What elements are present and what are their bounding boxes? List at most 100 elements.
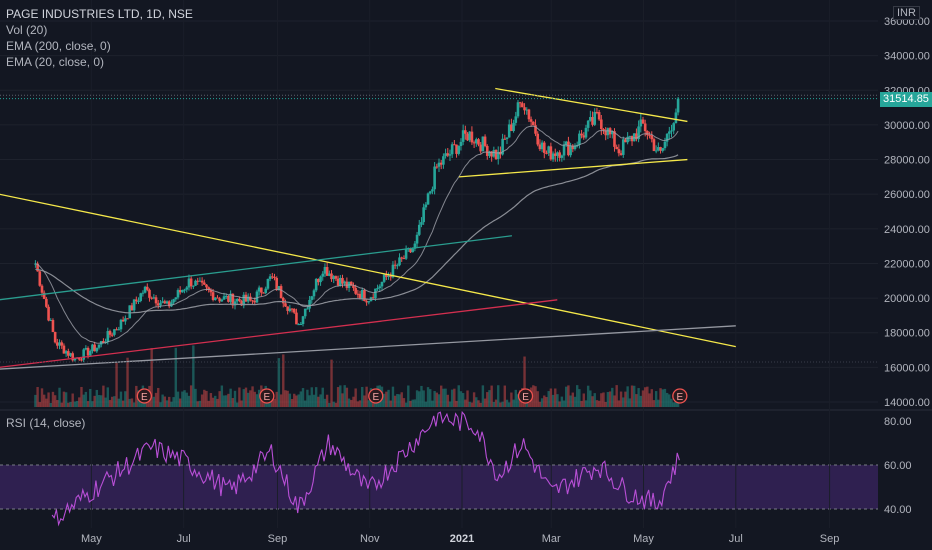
candle bbox=[540, 142, 544, 150]
volume-bar bbox=[606, 392, 610, 407]
volume-bar bbox=[499, 402, 502, 407]
candle bbox=[121, 319, 125, 322]
candle bbox=[529, 119, 533, 122]
candle bbox=[323, 267, 327, 274]
volume-bar bbox=[347, 398, 351, 407]
candle bbox=[374, 288, 377, 299]
candle bbox=[501, 138, 504, 155]
candle bbox=[213, 297, 217, 300]
volume-bar bbox=[461, 393, 465, 407]
earnings-marker-label: E bbox=[522, 392, 529, 403]
candle bbox=[343, 281, 346, 284]
volume-bar bbox=[45, 398, 48, 407]
volume-bar bbox=[501, 401, 504, 407]
volume-bar bbox=[597, 400, 601, 407]
candle bbox=[266, 278, 270, 289]
candle bbox=[93, 344, 96, 352]
volume-bar bbox=[178, 398, 182, 407]
volume-bar bbox=[637, 388, 640, 407]
volume-bar bbox=[343, 385, 346, 407]
candle bbox=[652, 139, 656, 152]
legend-ema-20[interactable]: EMA (20, close, 0) bbox=[6, 55, 105, 69]
candle bbox=[474, 139, 478, 144]
candle bbox=[325, 267, 329, 276]
volume-bar bbox=[130, 398, 134, 407]
candle bbox=[505, 137, 509, 139]
candle bbox=[220, 299, 224, 302]
candle bbox=[617, 149, 621, 154]
volume-bar bbox=[615, 385, 618, 407]
volume-bar bbox=[358, 400, 362, 407]
volume-bar bbox=[34, 394, 37, 407]
volume-bar bbox=[198, 400, 202, 407]
volume-bar bbox=[161, 394, 164, 407]
candle bbox=[200, 280, 204, 283]
rsi-legend[interactable]: RSI (14, close) bbox=[6, 416, 86, 430]
candle bbox=[132, 299, 136, 311]
candle bbox=[468, 131, 472, 141]
volume-bar bbox=[115, 362, 118, 407]
candle bbox=[135, 299, 138, 302]
candle bbox=[455, 144, 458, 154]
candle bbox=[650, 135, 654, 140]
candle bbox=[597, 112, 601, 120]
candle bbox=[170, 302, 173, 307]
volume-bar bbox=[543, 395, 546, 407]
volume-bar bbox=[113, 396, 116, 407]
candle bbox=[198, 280, 202, 282]
volume-bar bbox=[135, 385, 138, 407]
candle bbox=[420, 222, 423, 225]
candle bbox=[53, 332, 57, 343]
candle bbox=[178, 290, 182, 293]
candle bbox=[141, 292, 145, 294]
candle bbox=[73, 358, 77, 361]
volume-bar bbox=[567, 385, 570, 407]
volume-bar bbox=[332, 401, 335, 407]
volume-bar bbox=[418, 391, 421, 407]
volume-bar bbox=[80, 386, 83, 407]
volume-bar bbox=[121, 400, 125, 407]
candle bbox=[209, 289, 213, 293]
legend-ema-200[interactable]: EMA (200, close, 0) bbox=[6, 39, 111, 53]
volume-bar bbox=[69, 401, 72, 407]
volume-bar bbox=[459, 391, 463, 407]
candle bbox=[150, 297, 153, 299]
candle bbox=[218, 298, 221, 302]
candle bbox=[586, 120, 590, 128]
volume-bar bbox=[176, 391, 180, 407]
volume-bar bbox=[622, 397, 625, 407]
volume-bar bbox=[586, 385, 590, 407]
legend-volume[interactable]: Vol (20) bbox=[6, 23, 48, 37]
candle bbox=[635, 133, 638, 140]
candle bbox=[295, 312, 298, 325]
candle bbox=[556, 152, 559, 156]
volume-bar bbox=[64, 392, 68, 407]
currency-badge[interactable]: INR bbox=[893, 6, 920, 20]
candle bbox=[461, 130, 465, 142]
candle bbox=[128, 305, 132, 319]
symbol-title[interactable]: PAGE INDUSTRIES LTD, 1D, NSE bbox=[6, 7, 193, 21]
candle bbox=[453, 144, 456, 146]
volume-bar bbox=[604, 401, 607, 407]
volume-bar bbox=[497, 385, 500, 407]
candle bbox=[545, 152, 548, 154]
candle bbox=[192, 285, 195, 287]
candle bbox=[485, 145, 489, 156]
candle bbox=[470, 131, 474, 143]
candle bbox=[402, 258, 406, 260]
price-axis-label: 22000.00 bbox=[884, 258, 930, 270]
volume-bar bbox=[246, 392, 250, 407]
volume-bar bbox=[290, 398, 294, 407]
volume-bar bbox=[442, 388, 445, 407]
volume-bar bbox=[110, 396, 114, 407]
candle bbox=[670, 130, 673, 132]
time-axis-label: Jul bbox=[729, 533, 743, 545]
volume-bar bbox=[488, 390, 491, 407]
candle bbox=[632, 133, 636, 142]
candle bbox=[332, 276, 336, 280]
volume-bar bbox=[409, 400, 412, 407]
volume-bar bbox=[516, 394, 520, 407]
volume-bar bbox=[312, 394, 316, 407]
candle bbox=[80, 359, 83, 361]
